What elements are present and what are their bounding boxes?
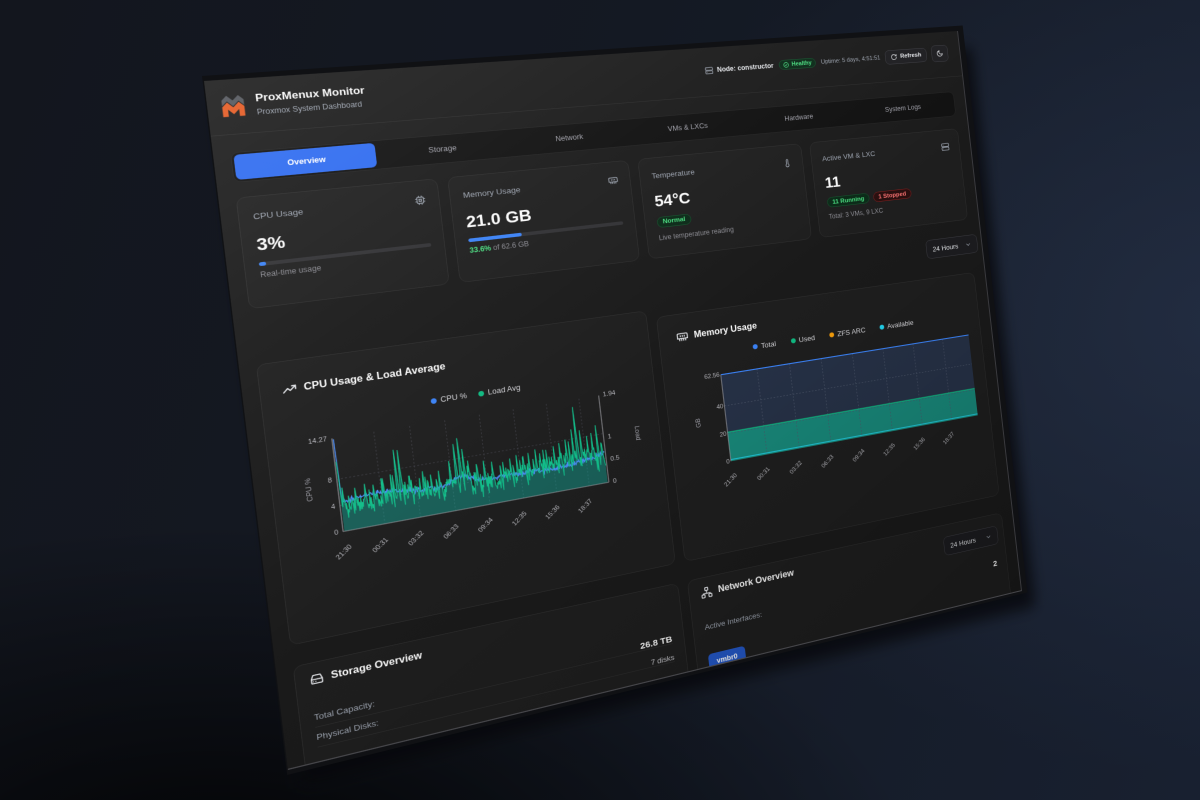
svg-text:20: 20 xyxy=(719,430,727,438)
svg-text:06:33: 06:33 xyxy=(820,453,835,469)
svg-text:18:37: 18:37 xyxy=(942,430,956,445)
svg-text:00:31: 00:31 xyxy=(756,465,772,481)
svg-text:0: 0 xyxy=(334,528,339,537)
svg-text:40: 40 xyxy=(716,403,724,411)
svg-text:15:36: 15:36 xyxy=(544,503,562,520)
svg-text:62.56: 62.56 xyxy=(704,371,720,381)
svg-text:12:35: 12:35 xyxy=(882,442,896,458)
svg-text:03:32: 03:32 xyxy=(788,459,803,475)
svg-text:06:33: 06:33 xyxy=(442,523,461,541)
svg-text:21:30: 21:30 xyxy=(723,472,739,488)
svg-text:09:34: 09:34 xyxy=(476,516,495,534)
svg-text:4: 4 xyxy=(330,502,336,511)
svg-text:03:32: 03:32 xyxy=(406,529,425,547)
svg-text:09:34: 09:34 xyxy=(851,447,866,463)
svg-text:GB: GB xyxy=(694,418,702,428)
svg-text:00:31: 00:31 xyxy=(371,536,390,554)
svg-text:14.27: 14.27 xyxy=(308,435,328,446)
svg-text:8: 8 xyxy=(327,476,332,485)
svg-text:21:30: 21:30 xyxy=(334,543,354,561)
svg-text:CPU %: CPU % xyxy=(303,478,315,503)
svg-text:0.5: 0.5 xyxy=(610,454,620,463)
svg-text:0: 0 xyxy=(613,477,617,485)
svg-text:1.94: 1.94 xyxy=(602,389,616,398)
svg-text:1: 1 xyxy=(607,433,611,441)
svg-text:Load: Load xyxy=(633,425,642,441)
svg-text:18:37: 18:37 xyxy=(576,497,593,514)
svg-text:0: 0 xyxy=(726,458,730,466)
svg-text:15:36: 15:36 xyxy=(912,436,926,451)
svg-text:12:35: 12:35 xyxy=(510,510,528,527)
